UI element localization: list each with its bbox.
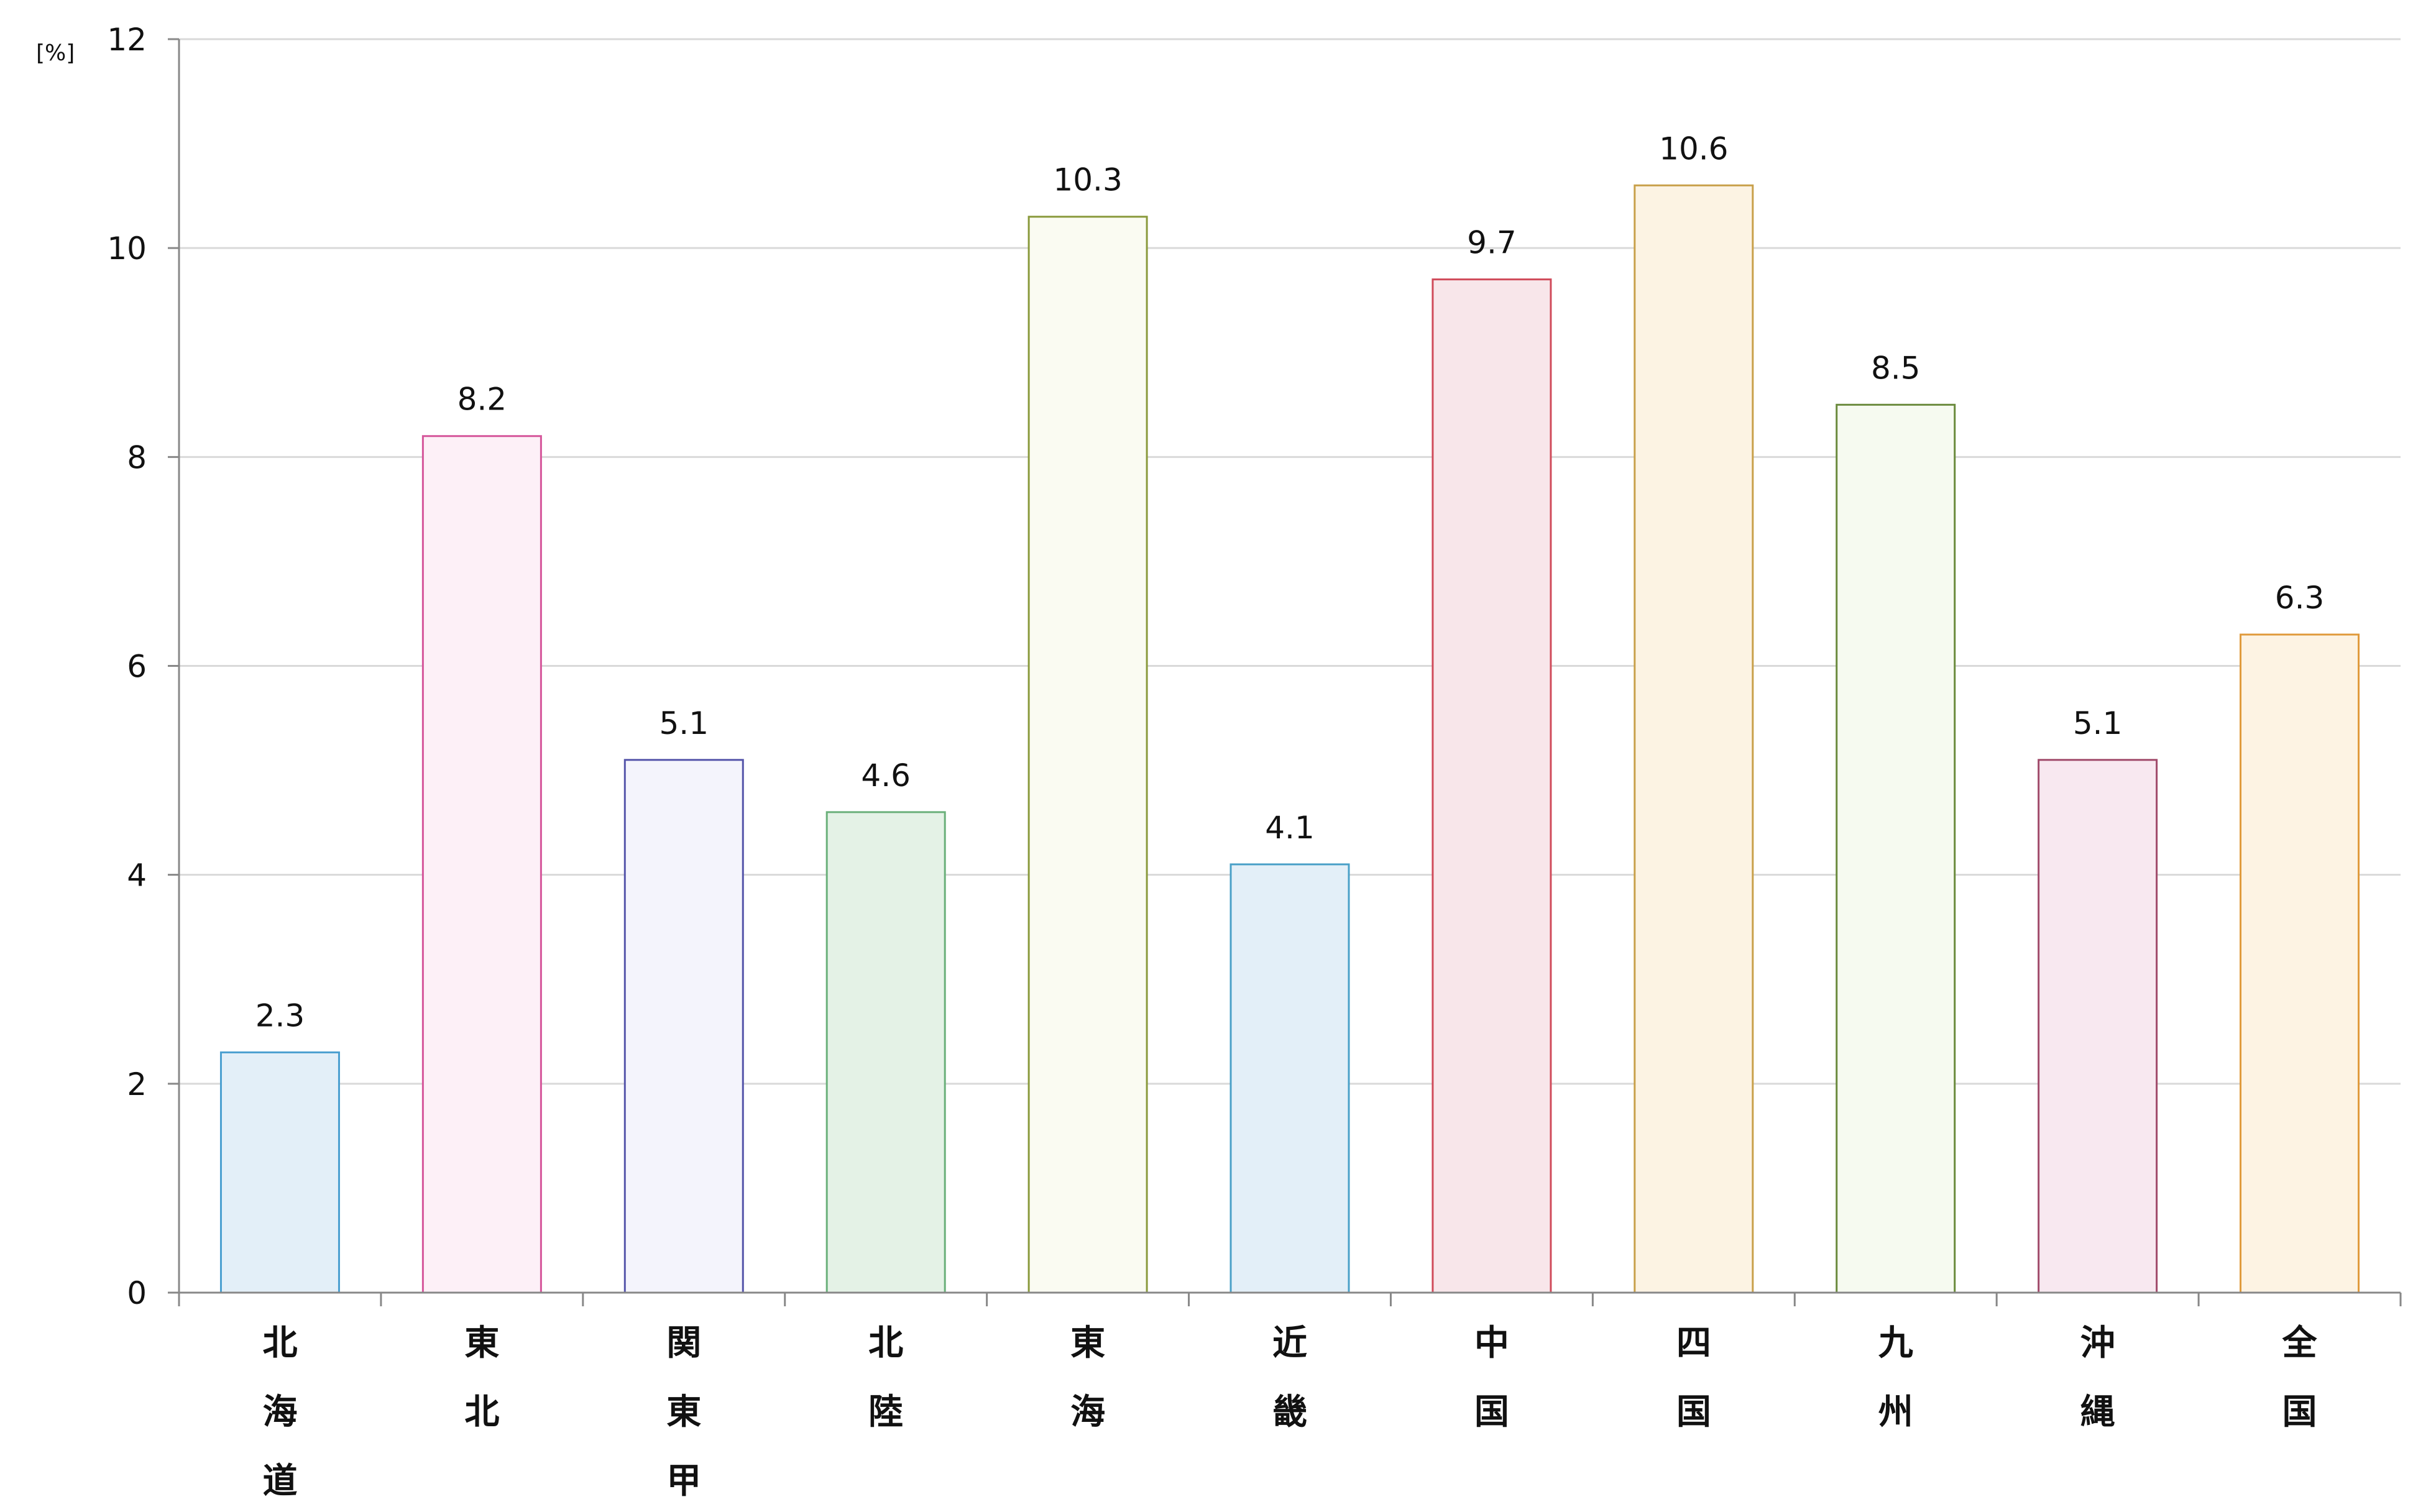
y-tick-label: 0 [127, 1275, 147, 1311]
y-tick-label: 2 [127, 1066, 147, 1102]
data-label-7: 10.6 [1659, 131, 1728, 167]
bar-9 [2038, 759, 2158, 1294]
data-label-5: 4.1 [1265, 810, 1315, 846]
category-label-8: 九州 [1878, 1323, 1913, 1432]
axes [168, 38, 2402, 1306]
bar-10 [2240, 633, 2360, 1294]
bar-6 [1432, 278, 1552, 1294]
y-tick-label: 6 [127, 649, 147, 685]
category-label-0: 北海道 [262, 1323, 297, 1501]
bar-1 [421, 435, 542, 1294]
data-label-6: 9.7 [1467, 225, 1517, 261]
category-label-1: 東北 [464, 1323, 499, 1432]
category-label-6: 中国 [1474, 1323, 1509, 1432]
y-tick-label: 8 [127, 439, 147, 475]
y-tick-label: 12 [107, 22, 147, 58]
y-tick-label: 10 [107, 231, 147, 267]
grid-lines [179, 38, 2401, 1085]
category-label-9: 沖縄 [2080, 1323, 2115, 1432]
data-label-9: 5.1 [2073, 705, 2123, 741]
data-label-0: 2.3 [255, 997, 305, 1033]
category-label-2: 関東甲信 [666, 1323, 701, 1512]
category-label-5: 近畿 [1272, 1323, 1307, 1432]
data-label-8: 8.5 [1871, 350, 1921, 386]
data-label-10: 6.3 [2275, 580, 2325, 616]
bar-0 [219, 1051, 340, 1294]
data-label-4: 10.3 [1053, 162, 1122, 198]
y-axis-unit-label: [%] [36, 40, 75, 66]
data-label-2: 5.1 [660, 705, 709, 741]
bar-5 [1229, 863, 1350, 1294]
category-label-10: 全国 [2282, 1323, 2318, 1432]
bars [219, 184, 2360, 1294]
category-label-4: 東海 [1070, 1323, 1105, 1432]
data-label-1: 8.2 [457, 382, 507, 418]
data-label-3: 4.6 [861, 758, 911, 794]
bar-3 [825, 811, 946, 1294]
bar-8 [1836, 403, 1956, 1294]
y-tick-label: 4 [127, 858, 147, 894]
bar-4 [1027, 216, 1148, 1294]
labels: 0 2 4 6 8 10 12 [%] 2.3 北海道 8.2 東北 5.1 関東甲信 4.6 北陸 10.3 東… [36, 22, 2325, 1512]
bar-7 [1634, 184, 1754, 1294]
category-label-7: 四国 [1676, 1323, 1711, 1432]
category-label-3: 北陸 [868, 1323, 903, 1432]
bar-2 [623, 759, 744, 1294]
